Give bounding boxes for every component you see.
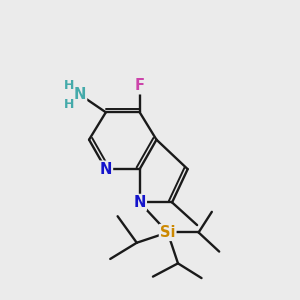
Text: H: H bbox=[64, 98, 74, 111]
Text: Si: Si bbox=[160, 225, 176, 240]
Text: F: F bbox=[135, 78, 145, 93]
Text: N: N bbox=[74, 87, 86, 102]
Text: H: H bbox=[64, 79, 74, 92]
Text: N: N bbox=[100, 162, 112, 177]
Text: N: N bbox=[134, 195, 146, 210]
